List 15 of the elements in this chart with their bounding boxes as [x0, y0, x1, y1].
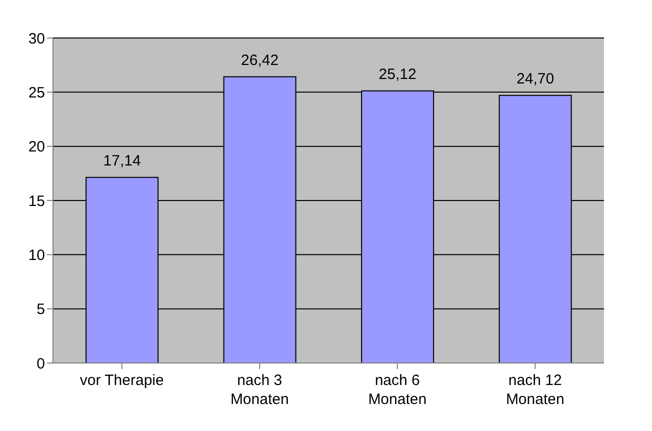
- y-tick-label: 10: [28, 246, 45, 264]
- x-tick-label: vor Therapie: [80, 372, 164, 389]
- x-tick-label: nach 6 Monaten: [368, 372, 427, 408]
- y-tick-label: 5: [36, 301, 45, 318]
- y-tick-label: 15: [28, 192, 45, 210]
- data-label: 17,14: [103, 152, 141, 170]
- y-tick-label: 0: [36, 355, 45, 372]
- data-label: 24,70: [516, 70, 554, 88]
- data-label: 26,42: [241, 52, 279, 69]
- x-tick-label: nach 3 Monaten: [230, 372, 289, 408]
- y-tick-label: 25: [28, 84, 45, 102]
- x-tick-label: nach 12 Monaten: [506, 372, 564, 408]
- y-tick-label: 20: [28, 138, 45, 156]
- y-tick-label: 30: [28, 30, 45, 48]
- data-label: 25,12: [378, 66, 416, 83]
